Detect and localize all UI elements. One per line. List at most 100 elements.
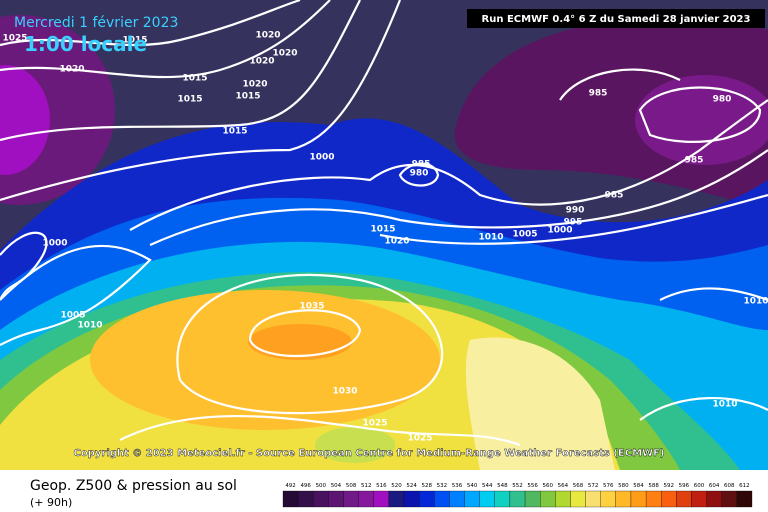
colorbar-cell bbox=[388, 490, 405, 508]
colorbar-label: 576 bbox=[603, 483, 614, 489]
isobar-label: 985 bbox=[412, 160, 431, 170]
colorbar-label: 580 bbox=[618, 483, 629, 489]
map-title: Mercredi 1 février 2023 bbox=[14, 15, 178, 31]
colorbar-cell bbox=[555, 490, 571, 508]
colorbar-cell bbox=[313, 490, 329, 508]
isobar-label: 1035 bbox=[299, 302, 324, 312]
colorbar-cell bbox=[736, 490, 753, 508]
isobar-label: 1010 bbox=[743, 297, 768, 307]
colorbar-cell bbox=[343, 490, 359, 508]
isobar-label: 1000 bbox=[42, 239, 67, 249]
colorbar-label: 548 bbox=[497, 483, 508, 489]
isobar-label: 1020 bbox=[59, 65, 84, 75]
colorbar: 492 496 500 504 508 512 516 520 524 528 532 536 540 5… bbox=[282, 483, 753, 508]
colorbar-label: 592 bbox=[664, 483, 675, 489]
colorbar-label: 512 bbox=[361, 483, 372, 489]
colorbar-label: 500 bbox=[316, 483, 327, 489]
isobar-label: 1000 bbox=[309, 153, 334, 163]
isobar-label: 995 bbox=[564, 218, 583, 228]
copyright: Copyright © 2023 Meteociel.fr - Source E… bbox=[74, 448, 665, 459]
isobar-label: 1000 bbox=[547, 226, 572, 236]
colorbar-label: 492 bbox=[285, 483, 296, 489]
colorbar-cell bbox=[282, 490, 299, 508]
isobar-label: 1020 bbox=[272, 49, 297, 59]
colorbar-cell bbox=[479, 490, 495, 508]
isobar-label: 980 bbox=[713, 95, 732, 105]
colorbar-label: 604 bbox=[709, 483, 720, 489]
isobar-label: 985 bbox=[589, 89, 608, 99]
colorbar-label: 528 bbox=[421, 483, 432, 489]
isobar-label: 1005 bbox=[60, 311, 85, 321]
isobar-label: 980 bbox=[410, 169, 429, 179]
isobar-label: 1025 bbox=[362, 419, 387, 429]
colorbar-label: 552 bbox=[512, 483, 523, 489]
colorbar-label: 560 bbox=[543, 483, 554, 489]
colorbar-cell bbox=[509, 490, 526, 508]
colorbar-cell bbox=[691, 490, 707, 508]
isobar-label: 990 bbox=[566, 206, 585, 216]
colorbar-cell bbox=[585, 490, 601, 508]
colorbar-cell bbox=[358, 490, 374, 508]
isobar-label: 1015 bbox=[182, 74, 207, 84]
colorbar-label: 496 bbox=[300, 483, 311, 489]
colorbar-cell bbox=[434, 490, 450, 508]
colorbar-label: 544 bbox=[482, 483, 493, 489]
legend-step: (+ 90h) bbox=[30, 496, 72, 509]
colorbar-cell bbox=[630, 490, 647, 508]
isobar-label: 1015 bbox=[122, 36, 147, 46]
colorbar-cell bbox=[645, 490, 662, 508]
colorbar-cell bbox=[615, 490, 632, 508]
colorbar-label: 536 bbox=[452, 483, 463, 489]
isobar-label: 985 bbox=[685, 156, 704, 166]
colorbar-label: 568 bbox=[573, 483, 584, 489]
isobar-label: 1015 bbox=[370, 225, 395, 235]
colorbar-cell bbox=[706, 490, 722, 508]
colorbar-label: 584 bbox=[633, 483, 644, 489]
isobar-label: 1025 bbox=[407, 434, 432, 444]
isobar-label: 1015 bbox=[235, 92, 260, 102]
colorbar-cell bbox=[600, 490, 616, 508]
colorbar-cell bbox=[449, 490, 465, 508]
colorbar-cell bbox=[419, 490, 435, 508]
colorbar-cell bbox=[297, 490, 314, 508]
colorbar-cell bbox=[403, 490, 420, 508]
run-info: Run ECMWF 0.4° 6 Z du Samedi 28 janvier … bbox=[482, 14, 751, 25]
isobar-label: 1010 bbox=[712, 400, 737, 410]
colorbar-label: 612 bbox=[739, 483, 750, 489]
colorbar-cell bbox=[373, 490, 390, 508]
isobar-label: 1010 bbox=[77, 321, 102, 331]
isobars bbox=[0, 0, 768, 447]
colorbar-label: 524 bbox=[406, 483, 417, 489]
colorbar-label: 540 bbox=[467, 483, 478, 489]
map-subtitle: 1:00 locale bbox=[24, 32, 147, 56]
colorbar-cell bbox=[721, 490, 738, 508]
colorbar-cell bbox=[676, 490, 692, 508]
isobar-label: 1020 bbox=[249, 57, 274, 67]
isobar-label: 1015 bbox=[177, 95, 202, 105]
colorbar-cell bbox=[328, 490, 344, 508]
colorbar-label: 520 bbox=[391, 483, 402, 489]
legend-title: Geop. Z500 & pression au sol bbox=[30, 478, 237, 494]
colorbar-label: 508 bbox=[346, 483, 357, 489]
run-box bbox=[467, 9, 765, 28]
isobar-label: 1020 bbox=[255, 31, 280, 41]
colorbar-cell bbox=[540, 490, 556, 508]
isobar-label: 1010 bbox=[478, 233, 503, 243]
isobar-label: 1015 bbox=[222, 127, 247, 137]
colorbar-cell bbox=[570, 490, 586, 508]
colorbar-label: 608 bbox=[724, 483, 735, 489]
isobar-label: 985 bbox=[605, 191, 624, 201]
isobar-label: 1020 bbox=[242, 80, 267, 90]
colorbar-label: 532 bbox=[437, 483, 448, 489]
colorbar-cell bbox=[494, 490, 511, 508]
isobar-label: 1020 bbox=[384, 237, 409, 247]
isobar-label: 1005 bbox=[512, 230, 537, 240]
colorbar-cell bbox=[524, 490, 541, 508]
colorbar-label: 588 bbox=[648, 483, 659, 489]
colorbar-cell bbox=[661, 490, 677, 508]
colorbar-label: 600 bbox=[694, 483, 705, 489]
map-background bbox=[0, 0, 768, 471]
isobar-label: 1030 bbox=[332, 387, 357, 397]
colorbar-label: 516 bbox=[376, 483, 387, 489]
